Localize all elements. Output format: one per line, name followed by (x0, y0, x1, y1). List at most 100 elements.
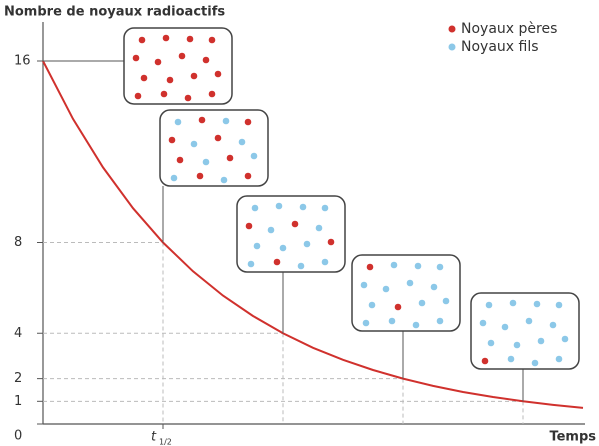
daughter-nucleus (442, 297, 450, 305)
parent-nucleus (162, 34, 170, 42)
parent-nucleus (273, 258, 281, 266)
daughter-nucleus (297, 262, 305, 270)
parent-nucleus (168, 136, 176, 144)
parent-nucleus (196, 172, 204, 180)
daughter-nucleus (509, 299, 517, 307)
parent-nucleus (190, 72, 198, 80)
daughter-nucleus (174, 118, 182, 126)
y-tick-label: 8 (14, 235, 22, 250)
x-tick-label-sub: 1/2 (159, 438, 172, 446)
daughter-nucleus (533, 300, 541, 308)
daughter-nucleus (501, 323, 509, 331)
daughter-nucleus (507, 355, 515, 363)
daughter-nucleus (485, 301, 493, 309)
legend-marker (448, 43, 456, 51)
parent-nucleus (481, 357, 489, 365)
daughter-nucleus (414, 262, 422, 270)
legend-label: Noyaux pères (461, 21, 557, 37)
y-tick-label: 0 (14, 429, 22, 444)
daughter-nucleus (382, 285, 390, 293)
daughter-nucleus (479, 319, 487, 327)
daughter-nucleus (406, 279, 414, 287)
daughter-nucleus (531, 359, 539, 367)
parent-nucleus (166, 76, 174, 84)
parent-nucleus (327, 238, 335, 246)
daughter-nucleus (561, 335, 569, 343)
daughter-nucleus (202, 158, 210, 166)
parent-nucleus (134, 92, 142, 100)
daughter-nucleus (303, 240, 311, 248)
parent-nucleus (214, 134, 222, 142)
daughter-nucleus (238, 138, 246, 146)
daughter-nucleus (279, 244, 287, 252)
daughter-nucleus (253, 242, 261, 250)
inset-box (236, 195, 346, 273)
daughter-nucleus (368, 301, 376, 309)
decay-curve (42, 60, 584, 409)
daughter-nucleus (549, 321, 557, 329)
daughter-nucleus (222, 117, 230, 125)
y-tick-label: 1 (14, 394, 22, 409)
daughter-nucleus (362, 319, 370, 327)
daughter-nucleus (555, 301, 563, 309)
parent-nucleus (178, 52, 186, 60)
daughter-nucleus (436, 317, 444, 325)
inset-box (123, 27, 233, 105)
parent-nucleus (208, 36, 216, 44)
y-tick-label: 16 (14, 54, 31, 69)
legend-marker (448, 25, 456, 33)
daughter-nucleus (299, 203, 307, 211)
parent-nucleus (366, 263, 374, 271)
y-axis-label: Nombre de noyaux radioactifs (4, 5, 225, 20)
daughter-nucleus (275, 202, 283, 210)
parent-nucleus (160, 90, 168, 98)
daughter-nucleus (418, 299, 426, 307)
daughter-nucleus (360, 281, 368, 289)
daughter-nucleus (525, 317, 533, 325)
daughter-nucleus (170, 174, 178, 182)
parent-nucleus (154, 58, 162, 66)
parent-nucleus (132, 54, 140, 62)
daughter-nucleus (537, 337, 545, 345)
daughter-nucleus (247, 260, 255, 268)
daughter-nucleus (315, 224, 323, 232)
parent-nucleus (291, 220, 299, 228)
parent-nucleus (245, 222, 253, 230)
daughter-nucleus (390, 261, 398, 269)
y-tick-label: 2 (14, 371, 22, 386)
daughter-nucleus (220, 176, 228, 184)
parent-nucleus (226, 154, 234, 162)
x-axis-label: Temps (549, 430, 596, 445)
parent-nucleus (244, 118, 252, 126)
parent-nucleus (140, 74, 148, 82)
y-tick-label: 4 (14, 326, 22, 341)
daughter-nucleus (412, 321, 420, 329)
daughter-nucleus (267, 226, 275, 234)
inset-box (159, 109, 269, 187)
daughter-nucleus (487, 339, 495, 347)
daughter-nucleus (321, 204, 329, 212)
x-tick-label: t (151, 430, 157, 445)
daughter-nucleus (250, 152, 258, 160)
daughter-nucleus (555, 355, 563, 363)
daughter-nucleus (190, 140, 198, 148)
parent-nucleus (186, 35, 194, 43)
parent-nucleus (208, 90, 216, 98)
parent-nucleus (138, 36, 146, 44)
daughter-nucleus (430, 283, 438, 291)
parent-nucleus (394, 303, 402, 311)
daughter-nucleus (436, 263, 444, 271)
daughter-nucleus (513, 341, 521, 349)
parent-nucleus (214, 70, 222, 78)
parent-nucleus (244, 172, 252, 180)
parent-nucleus (202, 56, 210, 64)
daughter-nucleus (388, 317, 396, 325)
parent-nucleus (184, 94, 192, 102)
parent-nucleus (198, 116, 206, 124)
legend-label: Noyaux fils (461, 39, 539, 55)
inset-box (351, 254, 461, 332)
daughter-nucleus (321, 258, 329, 266)
daughter-nucleus (251, 204, 259, 212)
inset-box (470, 292, 580, 370)
